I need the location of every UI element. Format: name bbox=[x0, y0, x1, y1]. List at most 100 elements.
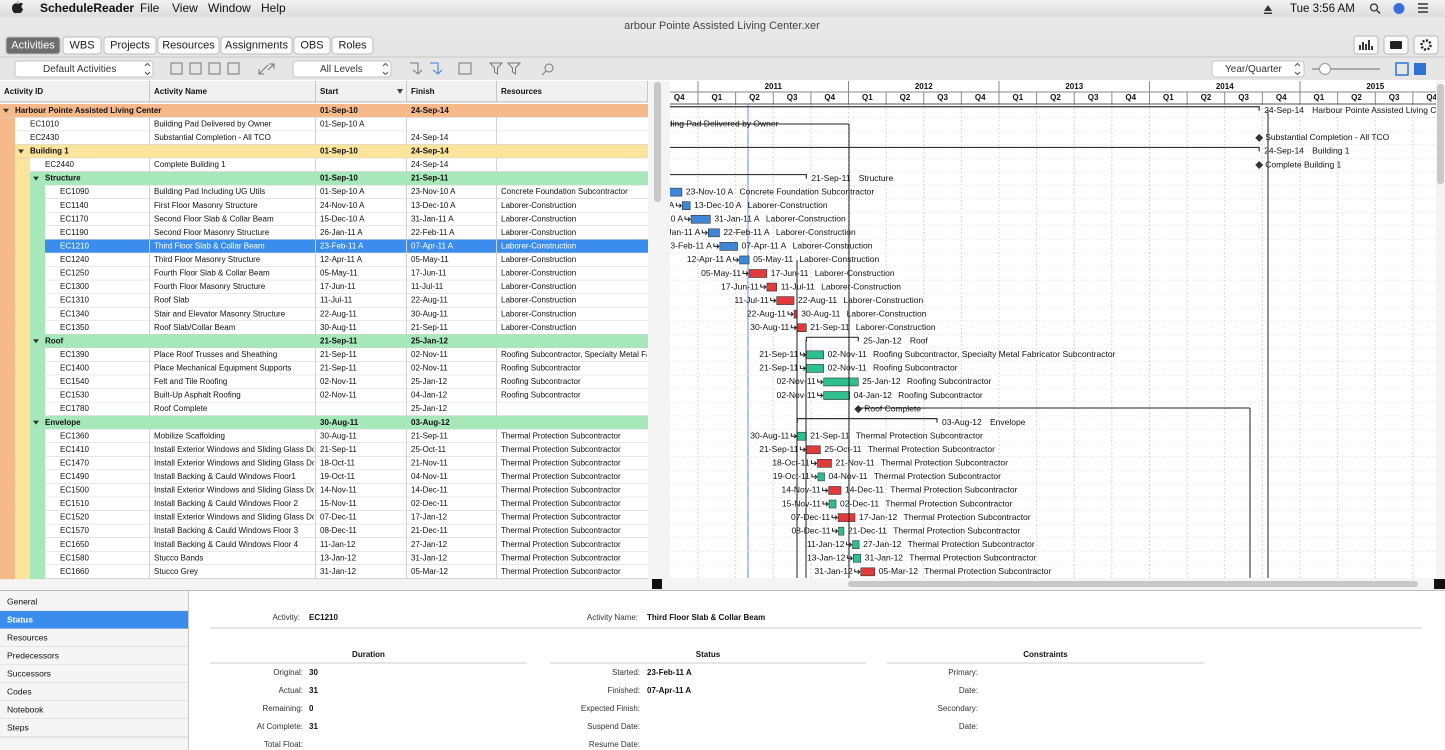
detail-tab-label[interactable]: Notebook bbox=[7, 704, 44, 714]
expand-icon[interactable] bbox=[258, 63, 275, 75]
wbs-row[interactable] bbox=[30, 415, 648, 430]
tab-label[interactable]: Projects bbox=[110, 39, 150, 51]
detail-tab[interactable] bbox=[0, 683, 188, 701]
tab-label[interactable]: Roles bbox=[338, 39, 367, 51]
tab[interactable] bbox=[5, 36, 61, 55]
detail-tab-label[interactable]: Codes bbox=[7, 686, 32, 696]
activity-row[interactable] bbox=[45, 497, 648, 511]
timescale-dropdown[interactable] bbox=[1211, 60, 1305, 78]
splitter-handle[interactable] bbox=[1434, 579, 1445, 589]
activity-row[interactable] bbox=[45, 280, 648, 294]
table-scrollbar[interactable] bbox=[654, 82, 661, 202]
apple-menu[interactable] bbox=[12, 1, 23, 14]
activity-row[interactable] bbox=[15, 117, 648, 132]
activity-row[interactable] bbox=[45, 239, 648, 254]
detail-tab[interactable] bbox=[0, 701, 188, 719]
app-menu[interactable]: ScheduleReader bbox=[40, 1, 134, 15]
activity-row[interactable] bbox=[30, 158, 648, 172]
spotlight-icon[interactable] bbox=[1369, 3, 1379, 12]
activity-row[interactable] bbox=[45, 266, 648, 281]
wbs-row[interactable] bbox=[15, 144, 648, 159]
expand-toggle[interactable] bbox=[3, 108, 9, 113]
menu-item[interactable]: Window bbox=[208, 1, 251, 15]
sort-icon[interactable] bbox=[227, 62, 240, 75]
tab-label[interactable]: Resources bbox=[162, 39, 215, 51]
siri-icon[interactable] bbox=[1393, 3, 1405, 14]
menu-item[interactable]: Help bbox=[261, 1, 286, 15]
layout-icon-active[interactable] bbox=[1414, 63, 1426, 75]
activity-row[interactable] bbox=[45, 361, 648, 376]
activity-row[interactable] bbox=[45, 470, 648, 484]
activity-row[interactable] bbox=[45, 307, 648, 321]
outdent-icon[interactable] bbox=[430, 62, 443, 75]
tab-label[interactable]: WBS bbox=[69, 39, 94, 51]
wbs-row[interactable] bbox=[0, 104, 648, 118]
group-icon[interactable] bbox=[208, 62, 221, 75]
activity-row[interactable] bbox=[15, 131, 648, 145]
tab-label[interactable]: Assignments bbox=[225, 39, 288, 51]
layout-dropdown[interactable] bbox=[14, 60, 154, 78]
columns-icon[interactable] bbox=[170, 62, 183, 75]
column-header[interactable]: Finish bbox=[411, 87, 435, 96]
activity-row[interactable] bbox=[45, 198, 648, 213]
settings-button[interactable] bbox=[1413, 35, 1439, 55]
expand-toggle[interactable] bbox=[33, 420, 39, 425]
detail-tab[interactable] bbox=[0, 629, 188, 647]
expand-toggle[interactable] bbox=[18, 149, 24, 154]
calendar-icon[interactable] bbox=[458, 62, 472, 75]
detail-tab[interactable] bbox=[0, 593, 188, 611]
activity-row[interactable] bbox=[45, 185, 648, 199]
detail-tab[interactable] bbox=[0, 665, 188, 683]
eject-icon[interactable] bbox=[1264, 5, 1272, 14]
tab[interactable] bbox=[62, 36, 102, 55]
activity-row[interactable] bbox=[45, 226, 648, 240]
filter-icon[interactable] bbox=[488, 62, 522, 75]
activity-row[interactable] bbox=[45, 429, 648, 443]
activity-row[interactable] bbox=[45, 483, 648, 498]
column-header[interactable]: Activity ID bbox=[4, 87, 43, 96]
detail-tab-label[interactable]: Predecessors bbox=[7, 650, 59, 660]
indent-icon[interactable] bbox=[410, 62, 423, 75]
activity-row[interactable] bbox=[45, 565, 648, 579]
tab-label[interactable]: Activities bbox=[11, 39, 55, 51]
notifications-icon[interactable] bbox=[1418, 3, 1428, 13]
splitter-handle[interactable] bbox=[652, 579, 662, 589]
tab[interactable] bbox=[220, 36, 293, 55]
activity-row[interactable] bbox=[45, 375, 648, 389]
detail-tab-label[interactable]: General bbox=[7, 596, 37, 606]
detail-tab-label[interactable]: Status bbox=[7, 614, 33, 624]
search-icon[interactable] bbox=[544, 63, 554, 73]
menu-item[interactable]: View bbox=[172, 1, 198, 15]
tab-label[interactable]: OBS bbox=[300, 39, 323, 51]
activity-row[interactable] bbox=[45, 212, 648, 227]
expand-toggle[interactable] bbox=[33, 339, 39, 344]
tab[interactable] bbox=[331, 36, 374, 55]
detail-tab-label[interactable]: Steps bbox=[7, 722, 29, 732]
activity-row[interactable] bbox=[45, 551, 648, 566]
menu-item[interactable]: File bbox=[140, 1, 160, 15]
levels-dropdown[interactable] bbox=[292, 60, 392, 78]
column-header[interactable]: Activity Name bbox=[154, 87, 207, 96]
activity-row[interactable] bbox=[45, 537, 648, 552]
activity-row[interactable] bbox=[45, 524, 648, 538]
activity-row[interactable] bbox=[45, 293, 648, 308]
gantt-h-scrollbar[interactable] bbox=[848, 581, 1418, 587]
tab[interactable] bbox=[103, 36, 157, 55]
zoom-slider-thumb[interactable] bbox=[1319, 63, 1331, 75]
activity-row[interactable] bbox=[45, 388, 648, 403]
tab[interactable] bbox=[293, 36, 331, 55]
activity-row[interactable] bbox=[45, 456, 648, 471]
clock[interactable]: Tue 3:56 AM bbox=[1290, 3, 1355, 15]
activity-row[interactable] bbox=[45, 348, 648, 362]
detail-tab-label[interactable]: Resources bbox=[7, 632, 48, 642]
detail-tab[interactable] bbox=[0, 611, 188, 629]
expand-toggle[interactable] bbox=[33, 176, 39, 181]
detail-tab-label[interactable]: Successors bbox=[7, 668, 51, 678]
detail-tab[interactable] bbox=[0, 719, 188, 737]
activity-row[interactable] bbox=[45, 402, 648, 416]
layout-icon[interactable] bbox=[1395, 62, 1409, 76]
wbs-row[interactable] bbox=[30, 171, 648, 186]
wbs-row[interactable] bbox=[30, 334, 648, 349]
tab[interactable] bbox=[157, 36, 220, 55]
activity-row[interactable] bbox=[45, 253, 648, 267]
